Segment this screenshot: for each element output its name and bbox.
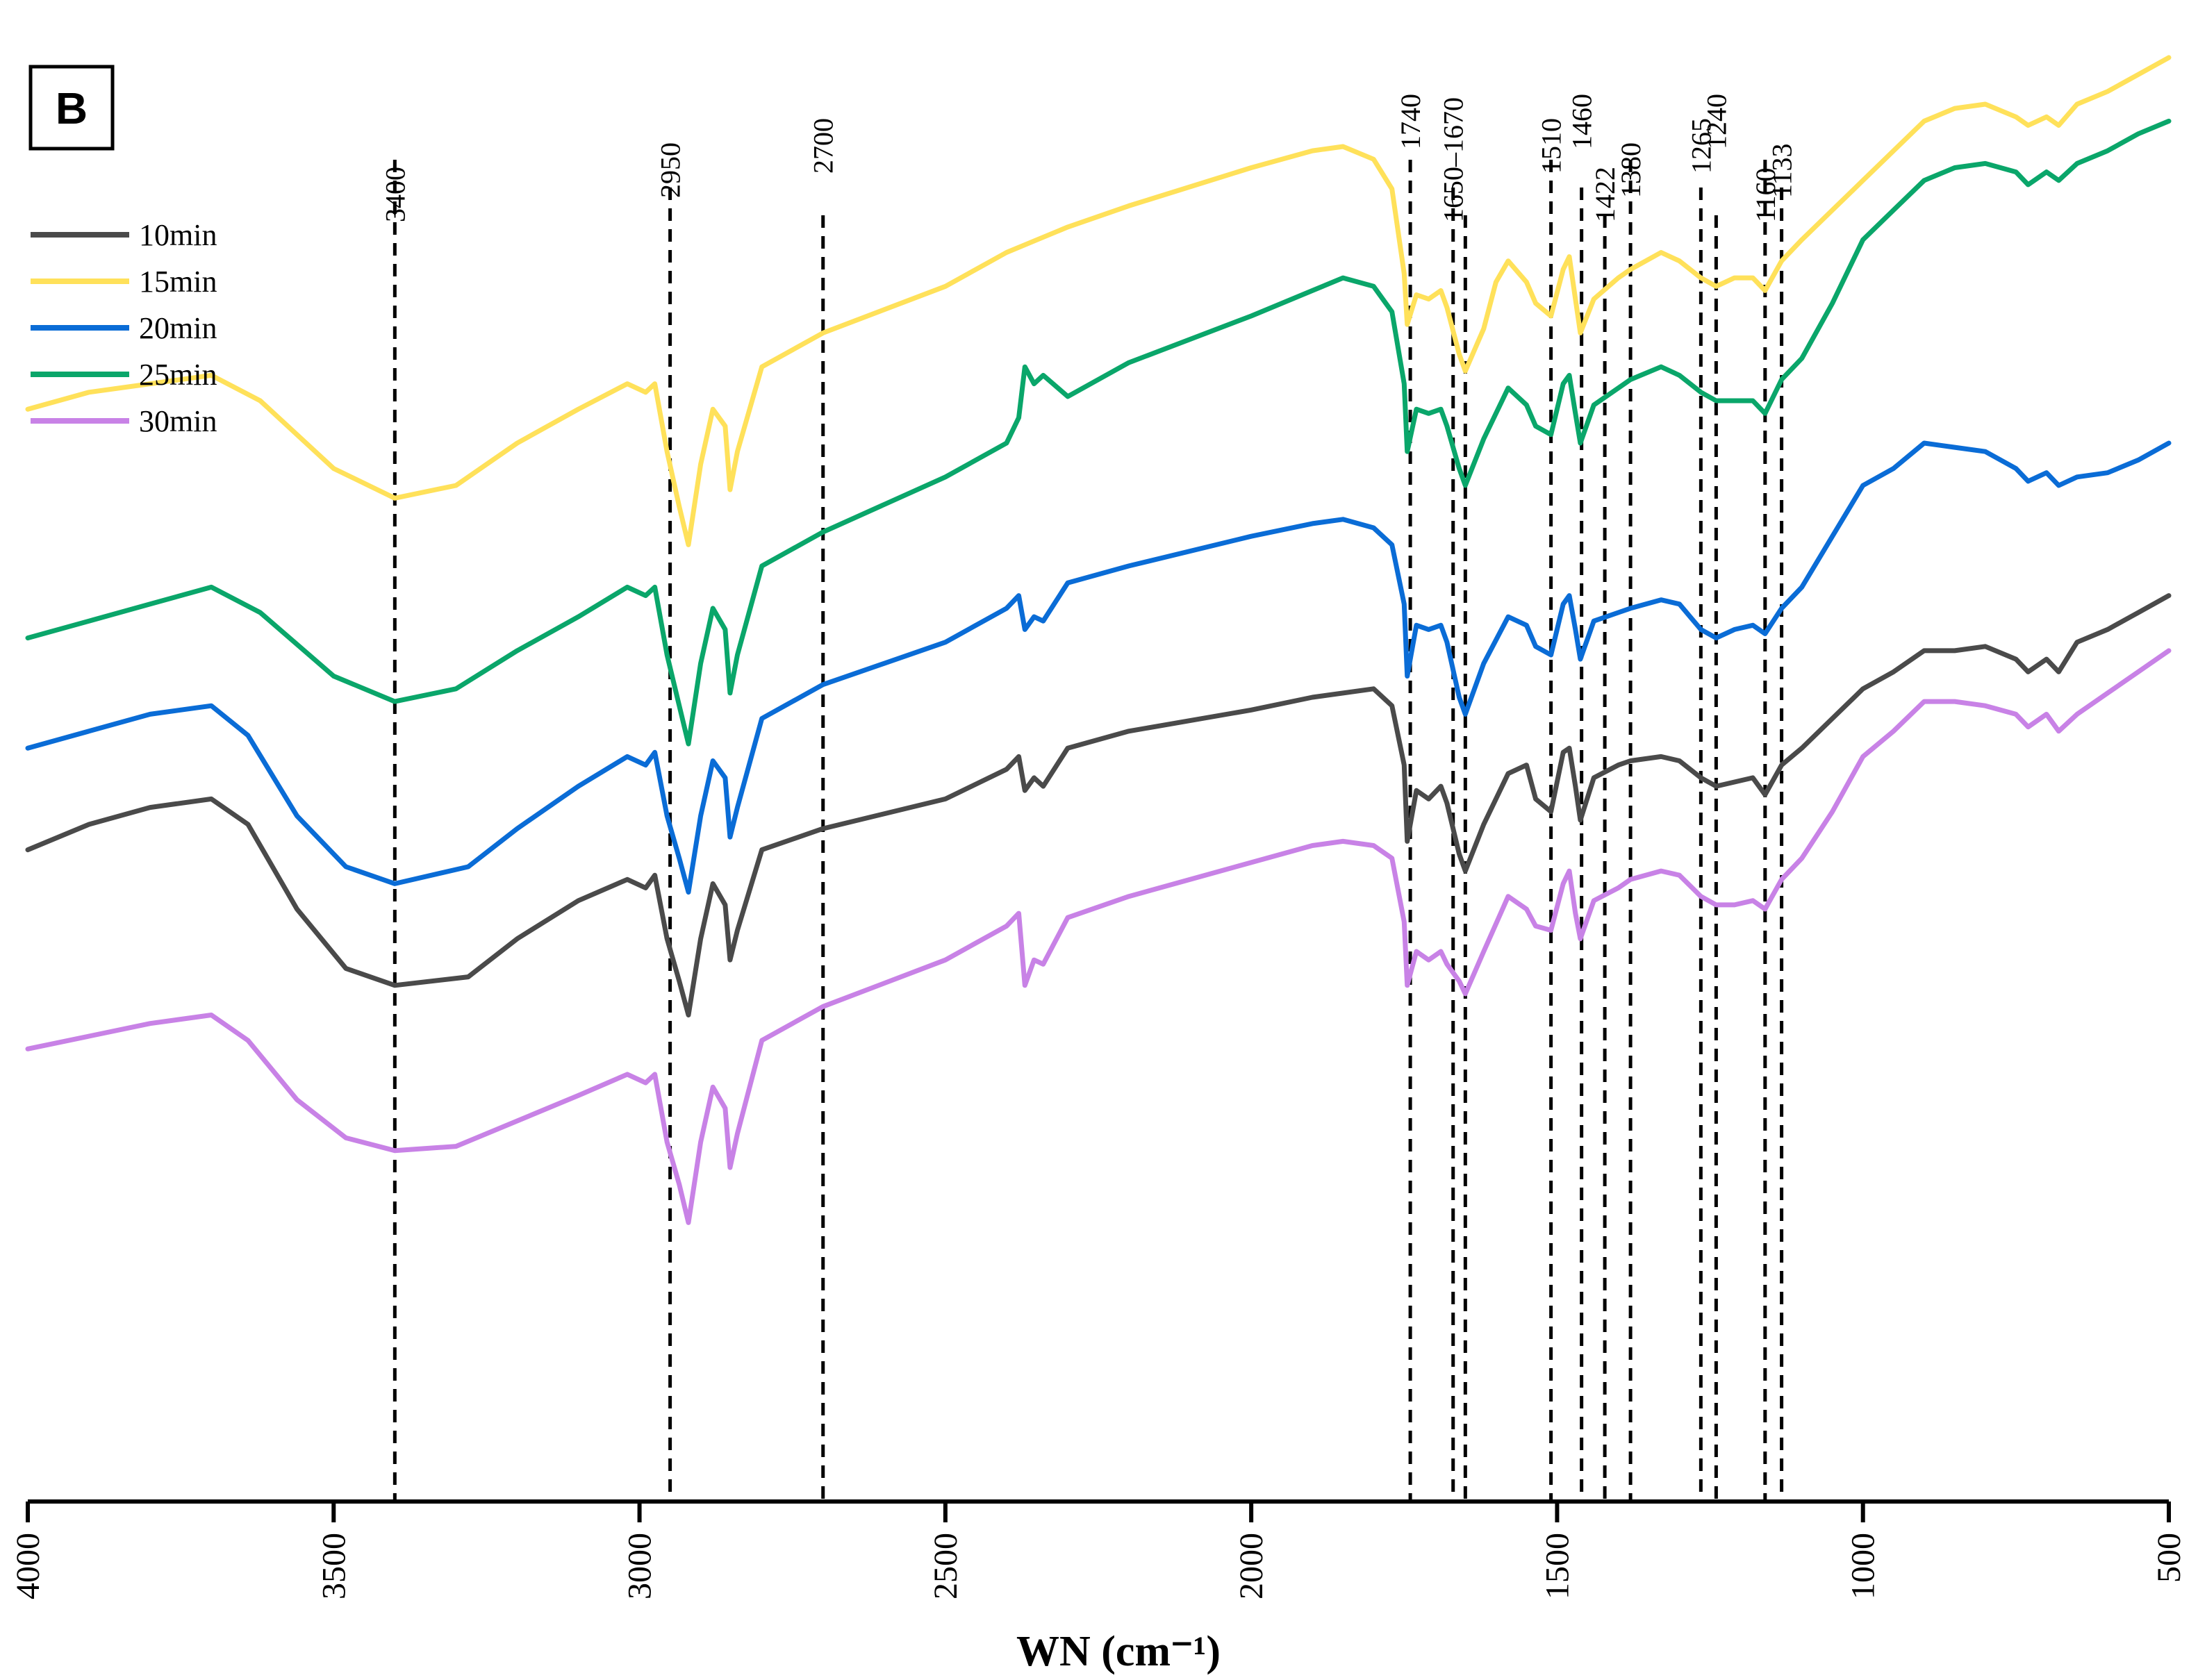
x-tick-label-3000: 3000 xyxy=(622,1533,659,1599)
peak-label-1133: 1133 xyxy=(1767,143,1798,198)
peak-label-1422: 1422 xyxy=(1589,167,1621,222)
panel-label: B xyxy=(56,83,88,133)
legend-label-10min: 10min xyxy=(139,218,217,252)
x-axis: 4000 3500 3000 2500 2000 1500 1000 500 xyxy=(10,1499,2188,1599)
series-line-15min xyxy=(25,55,2172,547)
peak-label-1740: 1740 xyxy=(1395,94,1426,149)
legend: 10min 15min 20min 25min 30min xyxy=(31,218,217,438)
peak-label-2700: 2700 xyxy=(808,118,839,174)
series-line-25min xyxy=(25,118,2172,747)
peak-label-1510: 1510 xyxy=(1536,118,1567,174)
x-tick-label-1000: 1000 xyxy=(1845,1533,1882,1599)
peak-label-1265: 1265 xyxy=(1685,118,1717,174)
peak-marker-lines xyxy=(392,160,1784,1502)
series-line-30min xyxy=(25,648,2172,1225)
x-tick-label-2000: 2000 xyxy=(1233,1533,1270,1599)
series-line-20min xyxy=(25,440,2172,895)
legend-label-30min: 30min xyxy=(139,404,217,438)
panel-label-box: B xyxy=(28,65,115,151)
peak-label-2950: 2950 xyxy=(655,142,686,198)
peak-label-1160: 1160 xyxy=(1750,167,1781,222)
x-tick-label-4000: 4000 xyxy=(10,1533,47,1599)
peak-label-1380: 1380 xyxy=(1615,142,1646,198)
peak-label-1670: 1650–1670 xyxy=(1438,97,1469,222)
series-line-10min xyxy=(25,593,2172,1017)
legend-label-25min: 25min xyxy=(139,358,217,392)
peak-label-3400: 3400 xyxy=(379,167,411,222)
legend-label-15min: 15min xyxy=(139,265,217,299)
x-tick-label-2500: 2500 xyxy=(927,1533,964,1599)
peak-label-1240: 1240 xyxy=(1701,94,1732,149)
peak-label-1460: 1460 xyxy=(1567,94,1598,149)
x-axis-title: WN (cm⁻¹) xyxy=(1016,1628,1221,1675)
legend-label-20min: 20min xyxy=(139,311,217,345)
x-tick-label-500: 500 xyxy=(2151,1533,2188,1583)
peak-marker-labels: 3400 2950 2700 1740 1650–1670 1510 1460 1422138… xyxy=(379,94,1797,222)
x-tick-label-3500: 3500 xyxy=(315,1533,352,1599)
spectra-series xyxy=(25,55,2172,1225)
x-tick-label-1500: 1500 xyxy=(1539,1533,1576,1599)
